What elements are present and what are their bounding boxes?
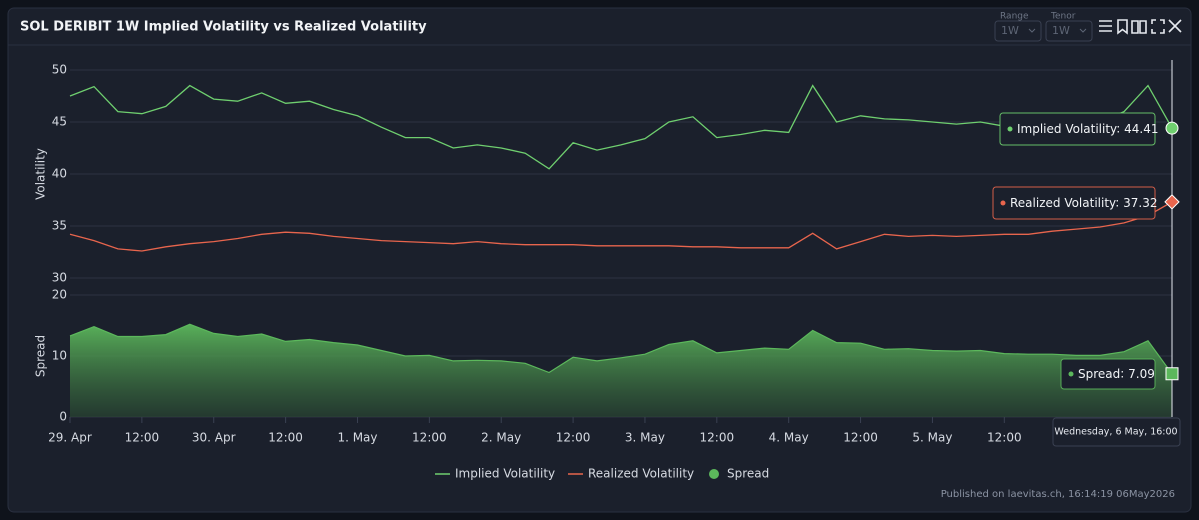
tooltip-box bbox=[992, 186, 1156, 220]
y-tick-label: 30 bbox=[52, 271, 67, 285]
x-tick-label: 4. May bbox=[769, 431, 809, 445]
y-tick-label: 0 bbox=[59, 410, 67, 424]
chart-title: SOL DERIBIT 1W Implied Volatility vs Rea… bbox=[20, 20, 427, 35]
control-label: Tenor bbox=[1050, 12, 1076, 22]
tooltip-name: Implied Volatility bbox=[1017, 122, 1117, 136]
x-tick-label: 12:00 bbox=[556, 431, 591, 445]
tooltip: Realized Volatility: 37.32 bbox=[992, 186, 1157, 220]
y-axis-label: Volatility bbox=[34, 148, 48, 200]
y-tick-label: 50 bbox=[52, 63, 67, 77]
tooltip-dot bbox=[1000, 200, 1006, 206]
end-marker bbox=[1165, 367, 1179, 381]
control-select[interactable] bbox=[994, 20, 1042, 42]
date-tooltip-text: Wednesday, 6 May, 16:00 bbox=[1054, 427, 1177, 438]
tooltip-name: Spread bbox=[1078, 367, 1120, 381]
control-value: 1W bbox=[1001, 24, 1019, 37]
x-tick-label: 29. Apr bbox=[48, 431, 92, 445]
x-tick-label: 2. May bbox=[481, 431, 521, 445]
legend-swatch bbox=[709, 469, 719, 479]
area-line bbox=[69, 323, 1173, 375]
tooltip-text: Implied Volatility: 44.41 bbox=[1017, 122, 1159, 136]
x-tick-label: 5. May bbox=[912, 431, 952, 445]
y-tick-label: 40 bbox=[52, 167, 67, 181]
legend-label[interactable]: Implied Volatility bbox=[455, 467, 555, 481]
line bbox=[69, 201, 1173, 252]
tooltip-dot bbox=[1068, 371, 1074, 377]
tooltip-dot bbox=[1007, 126, 1013, 132]
tooltip-value: 37.32 bbox=[1123, 196, 1157, 210]
footer: Published on laevitas.ch, 16:14:19 06May… bbox=[941, 489, 1175, 500]
y-tick-label: 35 bbox=[52, 219, 67, 233]
x-tick-label: 1. May bbox=[337, 431, 377, 445]
tooltip-name: Realized Volatility bbox=[1010, 196, 1116, 210]
date-tooltip-box bbox=[1052, 417, 1181, 447]
area-fill bbox=[70, 324, 1172, 417]
close-icon[interactable] bbox=[1168, 19, 1182, 33]
menu-icon[interactable] bbox=[1099, 20, 1112, 32]
x-tick-label: 12:00 bbox=[987, 431, 1022, 445]
x-tick-label: 12:00 bbox=[843, 431, 878, 445]
x-tick-label: 12:00 bbox=[125, 431, 160, 445]
tooltip: Implied Volatility: 44.41 bbox=[999, 112, 1159, 146]
control-value: 1W bbox=[1052, 24, 1070, 37]
tooltip: Spread: 7.09 bbox=[1060, 358, 1156, 390]
tooltip-text: Realized Volatility: 37.32 bbox=[1010, 196, 1157, 210]
tooltip-box bbox=[1060, 358, 1156, 390]
line bbox=[69, 84, 1173, 170]
date-tooltip: Wednesday, 6 May, 16:00 bbox=[1052, 417, 1181, 447]
end-marker bbox=[1165, 121, 1179, 135]
control-label: Range bbox=[1000, 12, 1029, 22]
x-tick-label: 30. Apr bbox=[192, 431, 236, 445]
tooltip-value: 44.41 bbox=[1124, 122, 1158, 136]
book-icon[interactable] bbox=[1131, 20, 1147, 34]
y-tick-label: 20 bbox=[52, 288, 67, 302]
toolbar bbox=[1099, 19, 1182, 35]
x-tick-label: 12:00 bbox=[268, 431, 303, 445]
end-marker bbox=[1164, 194, 1180, 210]
bookmark-icon[interactable] bbox=[1117, 19, 1128, 35]
fullscreen-icon[interactable] bbox=[1151, 19, 1165, 34]
tooltip-box bbox=[999, 112, 1156, 146]
x-tick-label: 12:00 bbox=[700, 431, 735, 445]
x-tick-label: 3. May bbox=[625, 431, 665, 445]
control-select[interactable] bbox=[1045, 20, 1093, 42]
control-caret bbox=[1079, 28, 1087, 33]
y-tick-label: 10 bbox=[52, 349, 67, 363]
tooltip-text: Spread: 7.09 bbox=[1078, 367, 1155, 381]
y-tick-label: 45 bbox=[52, 115, 67, 129]
legend-label[interactable]: Spread bbox=[727, 467, 769, 481]
controls: Range 1W Tenor 1W bbox=[994, 12, 1093, 42]
legend-label[interactable]: Realized Volatility bbox=[588, 467, 694, 481]
y-axis-label: Spread bbox=[34, 335, 48, 377]
x-tick-label: 12:00 bbox=[412, 431, 447, 445]
tooltip-value: 7.09 bbox=[1128, 367, 1155, 381]
control-caret bbox=[1028, 28, 1036, 33]
